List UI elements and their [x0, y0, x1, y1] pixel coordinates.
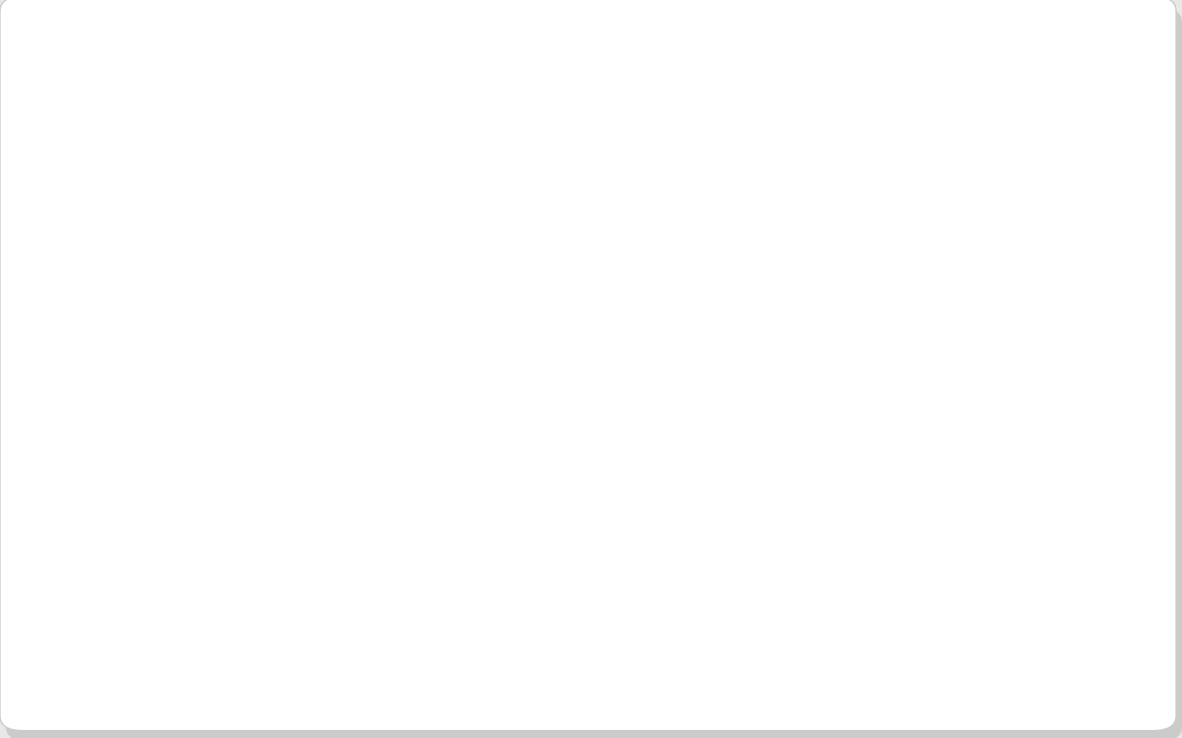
Text: 24.2%: 24.2% [749, 517, 821, 537]
Text: Organic Search: Organic Search [197, 180, 436, 207]
Bar [135, 625, 175, 677]
Text: 2.: 2. [67, 180, 93, 207]
Text: 6.: 6. [67, 638, 93, 665]
Bar [135, 396, 175, 449]
Wedge shape [742, 93, 816, 365]
Wedge shape [541, 180, 816, 526]
Bar [135, 282, 175, 334]
Text: (Other): (Other) [197, 638, 312, 665]
Text: 4.: 4. [67, 409, 93, 436]
Text: Email: Email [197, 523, 282, 551]
Text: 21.8%: 21.8% [615, 346, 688, 366]
Wedge shape [593, 365, 966, 640]
Text: Social: Social [197, 66, 291, 93]
Text: Direct: Direct [197, 294, 292, 322]
Wedge shape [613, 101, 816, 365]
Wedge shape [782, 91, 816, 365]
Text: 40.8%: 40.8% [937, 308, 1009, 328]
Bar [135, 168, 175, 220]
Bar [135, 511, 175, 563]
Text: 5.: 5. [67, 523, 93, 551]
Bar [135, 53, 175, 106]
Text: 8.9%: 8.9% [683, 187, 741, 207]
Wedge shape [816, 91, 1090, 595]
Text: Referral: Referral [197, 409, 324, 436]
Text: 1.: 1. [67, 66, 93, 93]
Text: 3.: 3. [67, 294, 93, 322]
